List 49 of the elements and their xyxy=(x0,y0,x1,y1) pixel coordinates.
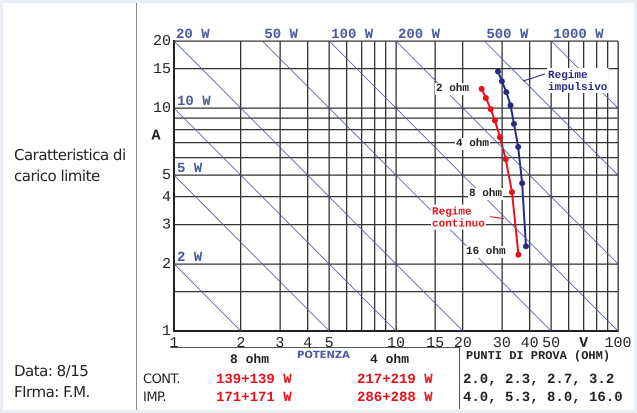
y-tick-label: 2 xyxy=(162,256,171,273)
text: 139+139 W xyxy=(216,372,292,388)
text: 286+288 W xyxy=(357,390,433,406)
text: POTENZA xyxy=(297,350,350,361)
x-tick-label: 50 xyxy=(542,334,560,352)
text: 4.0, 5.3, 8.0, 16.0 xyxy=(463,390,623,406)
annotation: 2 ohm xyxy=(435,83,470,95)
text: Regime continuo xyxy=(432,206,486,231)
x-tick-label: 2 xyxy=(236,334,246,352)
series-label: 10 W xyxy=(177,94,212,110)
text: Data: 8/15 xyxy=(14,362,88,380)
y-tick-label: 3 xyxy=(162,216,171,234)
y-tick-label: 10 xyxy=(152,100,171,118)
y-tick-label: 15 xyxy=(152,60,171,78)
text: 4 ohm xyxy=(370,352,410,367)
y-tick-label: 4 xyxy=(162,188,171,206)
x-tick-label: 30 xyxy=(492,334,511,352)
text: CONT. xyxy=(143,372,180,387)
y-tick-label: 1 xyxy=(162,322,171,340)
series-label: 50 W xyxy=(264,27,299,43)
x-tick-label: 40 xyxy=(520,334,539,352)
series-label: 5 W xyxy=(177,161,203,178)
y-tick-label: 20 xyxy=(152,32,171,50)
text: Caratteristica di carico limite xyxy=(14,145,127,187)
text: 217+219 W xyxy=(357,372,433,388)
annotation: 8 ohm xyxy=(468,188,504,200)
series-label: 20 W xyxy=(176,27,210,43)
series-label: 2 W xyxy=(177,250,203,266)
x-tick-label: 5 xyxy=(324,334,334,352)
x-tick-label: 15 xyxy=(426,334,444,352)
text: IMP. xyxy=(143,390,166,405)
x-tick-label: 10 xyxy=(386,334,406,352)
series-label: 1000 W xyxy=(553,27,604,43)
x-tick-label: 3 xyxy=(275,334,284,352)
text: 2.0, 2.3, 2.7, 3.2 xyxy=(463,372,614,388)
series-label: 500 W xyxy=(486,27,529,43)
y-axis-title: A xyxy=(151,128,161,145)
series-label: 200 W xyxy=(398,27,441,43)
x-tick-label: 4 xyxy=(303,334,312,352)
x-tick-label: 20 xyxy=(454,334,472,352)
annotation: 16 ohm xyxy=(465,246,507,258)
text: 8 ohm xyxy=(230,352,270,367)
text: 171+171 W xyxy=(216,390,292,406)
series-label: 100 W xyxy=(331,27,374,43)
text: PUNTI DI PROVA (OHM) xyxy=(466,349,610,363)
y-tick-label: 5 xyxy=(162,167,171,184)
annotation: 4 ohm xyxy=(455,138,490,150)
legend-label: Regime impulsivo xyxy=(548,70,608,94)
text: FIrma: F.M. xyxy=(14,383,90,401)
